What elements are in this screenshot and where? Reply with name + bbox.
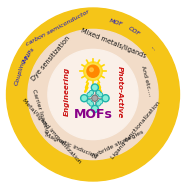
Circle shape bbox=[96, 91, 100, 95]
Circle shape bbox=[98, 100, 102, 104]
Circle shape bbox=[93, 96, 97, 100]
Circle shape bbox=[99, 101, 102, 103]
Text: And etc....: And etc.... bbox=[140, 65, 153, 97]
Text: Coupling: Coupling bbox=[14, 58, 27, 86]
Text: Mixed metals/ligands: Mixed metals/ligands bbox=[80, 27, 147, 59]
Text: Photo-Active: Photo-Active bbox=[116, 66, 123, 118]
Circle shape bbox=[90, 68, 93, 72]
Text: Dye sensitization: Dye sensitization bbox=[30, 36, 71, 82]
Circle shape bbox=[82, 96, 86, 100]
Text: Engineering: Engineering bbox=[63, 67, 70, 116]
Circle shape bbox=[89, 102, 93, 106]
Circle shape bbox=[96, 102, 100, 106]
Circle shape bbox=[91, 105, 98, 112]
Text: MOFs: MOFs bbox=[73, 108, 113, 121]
Circle shape bbox=[88, 101, 90, 103]
Text: Ligand functionalization: Ligand functionalization bbox=[110, 100, 161, 160]
Circle shape bbox=[103, 96, 108, 100]
Circle shape bbox=[93, 107, 97, 111]
Circle shape bbox=[90, 103, 92, 105]
Text: ...: ... bbox=[150, 45, 157, 53]
Circle shape bbox=[99, 94, 102, 96]
Circle shape bbox=[91, 84, 98, 91]
Circle shape bbox=[92, 95, 98, 101]
Circle shape bbox=[97, 91, 100, 94]
Text: COF: COF bbox=[127, 25, 141, 37]
Text: Magnetic inducing: Magnetic inducing bbox=[44, 132, 98, 159]
Circle shape bbox=[89, 91, 93, 95]
Circle shape bbox=[7, 8, 179, 181]
Circle shape bbox=[98, 93, 102, 97]
Text: Metal/ligand immobilization: Metal/ligand immobilization bbox=[21, 98, 82, 165]
Circle shape bbox=[84, 62, 102, 81]
Circle shape bbox=[97, 103, 100, 105]
Circle shape bbox=[93, 85, 97, 90]
Circle shape bbox=[87, 100, 91, 104]
Circle shape bbox=[87, 93, 91, 97]
Circle shape bbox=[90, 91, 92, 94]
Text: MOF: MOF bbox=[109, 18, 124, 27]
Circle shape bbox=[102, 95, 109, 102]
Text: carbon semiconductor: carbon semiconductor bbox=[25, 9, 90, 46]
Circle shape bbox=[81, 95, 88, 102]
Circle shape bbox=[87, 65, 99, 77]
Text: Hybride strategies: Hybride strategies bbox=[90, 129, 144, 159]
Text: Carrier loading: Carrier loading bbox=[31, 88, 49, 133]
Circle shape bbox=[48, 49, 138, 140]
Circle shape bbox=[28, 29, 158, 160]
Circle shape bbox=[88, 94, 90, 96]
Text: MNPs: MNPs bbox=[22, 46, 36, 63]
